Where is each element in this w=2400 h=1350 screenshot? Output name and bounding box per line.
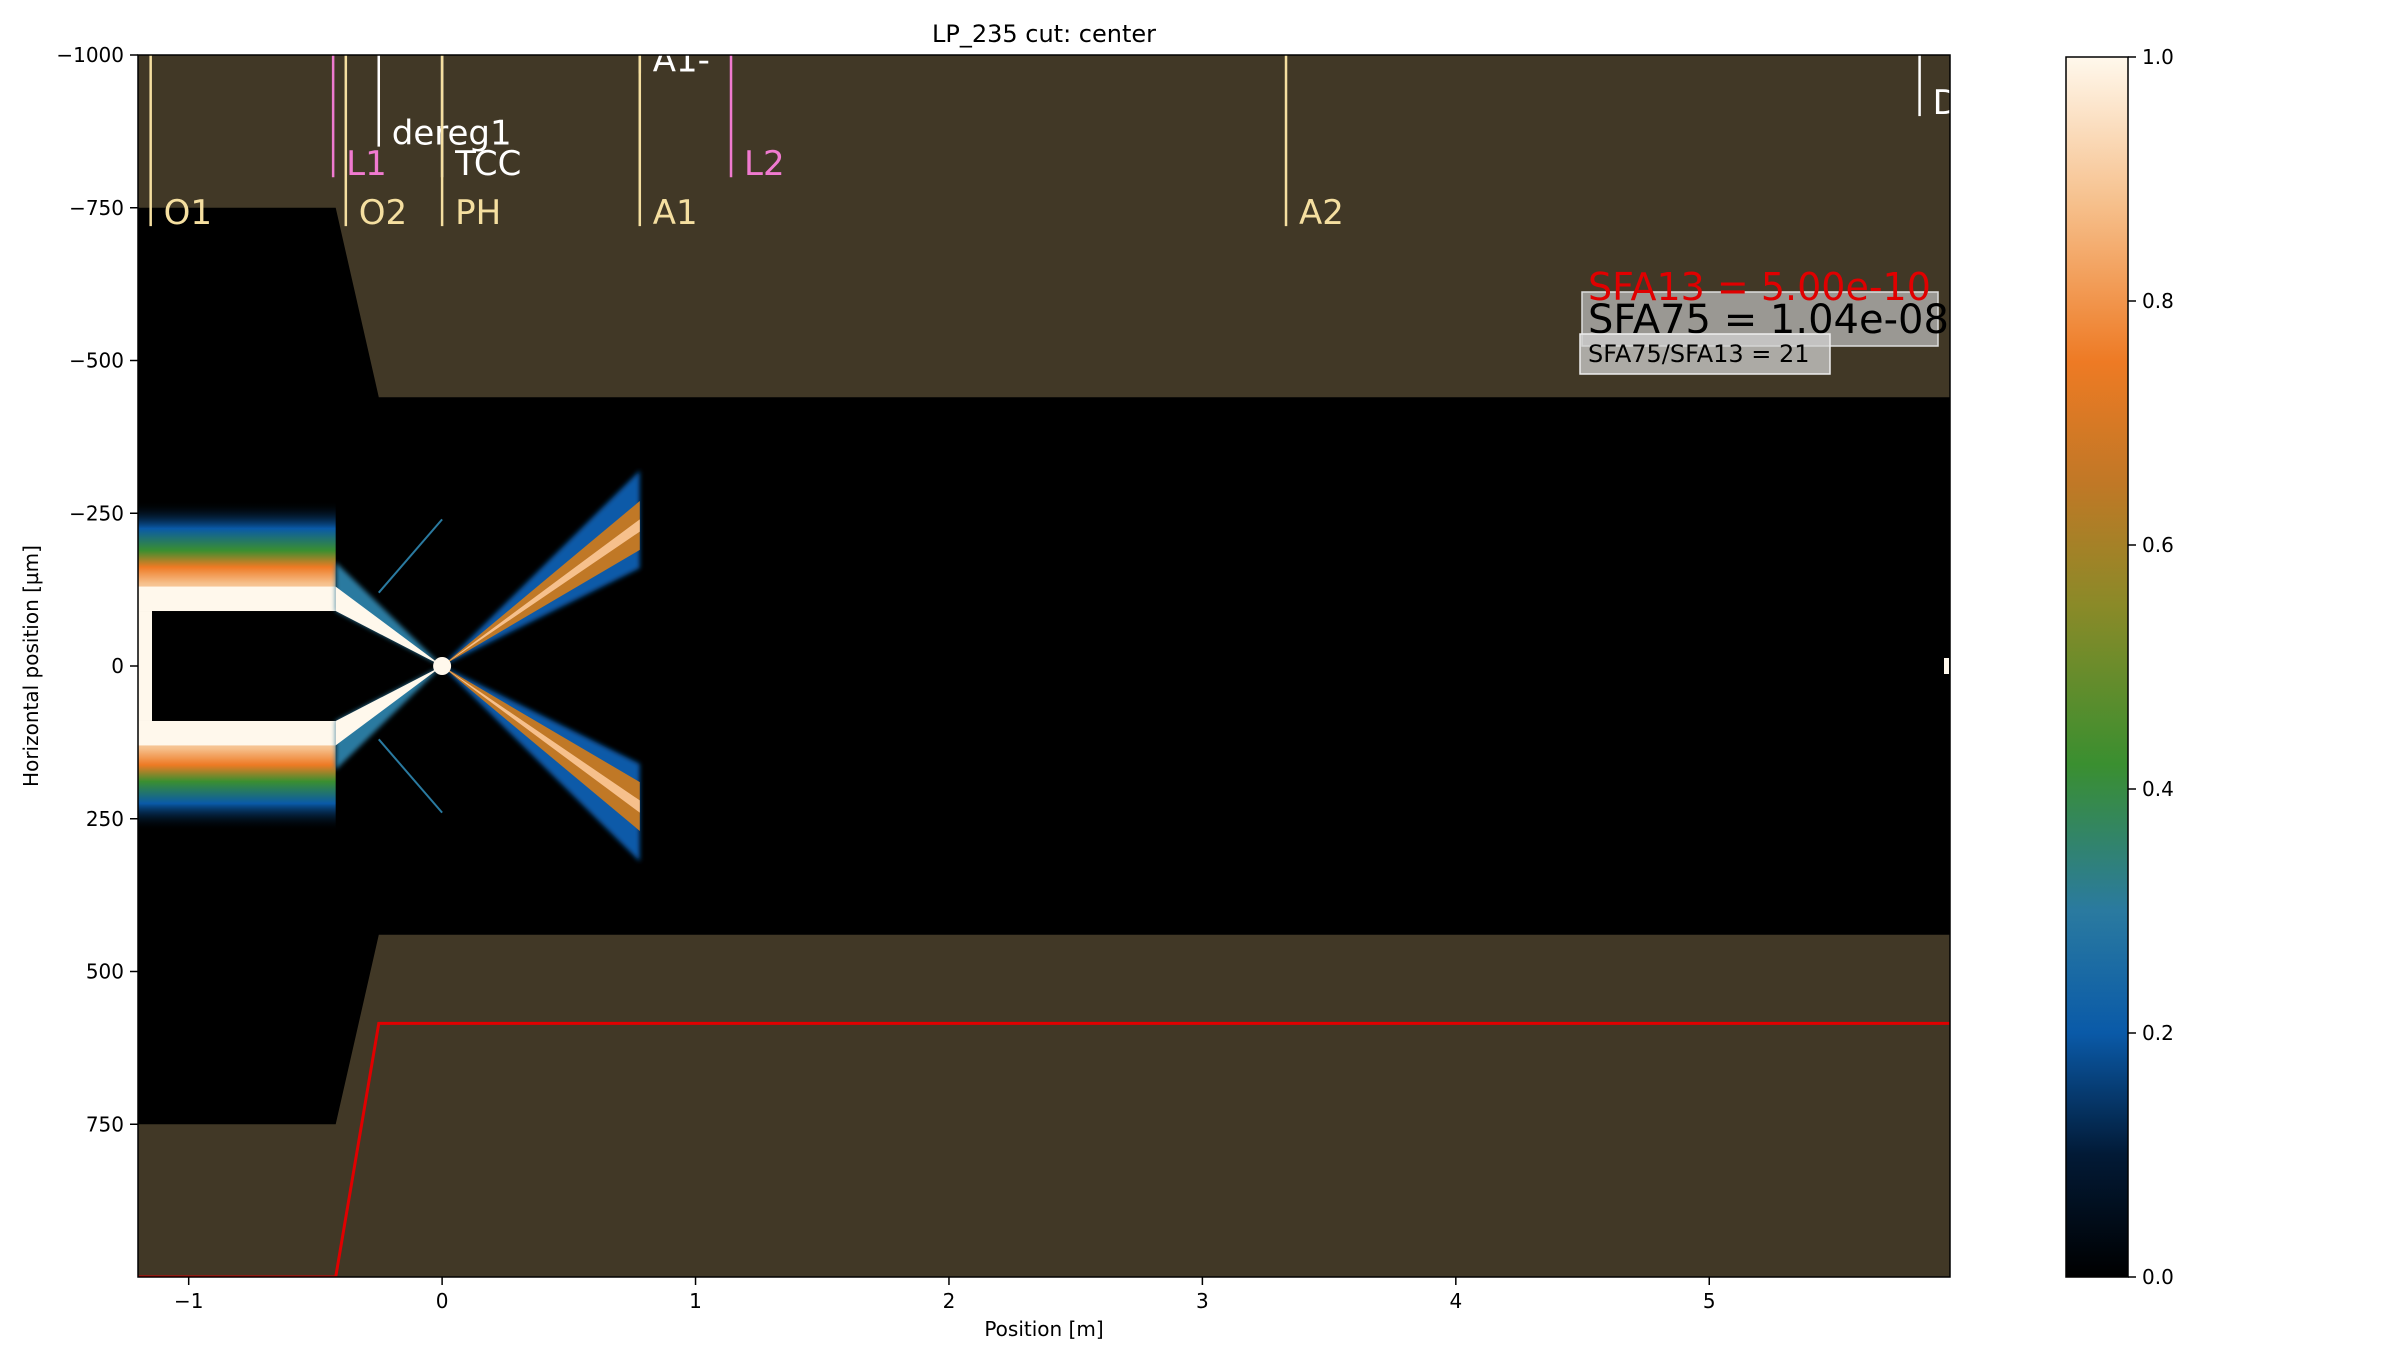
colorbar: 0.0 0.2 0.4 0.6 0.8 1.0: [2065, 45, 2174, 1289]
colorbar-gradient: [2065, 56, 2129, 1278]
colorbar-tick-label: 0.6: [2142, 533, 2174, 557]
element-label-l2: L2: [744, 144, 785, 184]
diverging-lower-bright: [442, 666, 640, 813]
element-label-o1: O1: [164, 193, 212, 233]
converging-lower-halo: [335, 666, 443, 770]
x-tick-label: 5: [1703, 1289, 1716, 1313]
x-tick-label: 2: [943, 1289, 956, 1313]
element-label-a1-: A1-: [653, 40, 710, 80]
y-tick-label: 750: [86, 1112, 124, 1136]
faint-ray-upper: [377, 518, 443, 594]
x-tick-label: 3: [1196, 1289, 1209, 1313]
beam-input-upper-core: [138, 586, 336, 612]
y-tick-label: −500: [69, 349, 124, 373]
y-tick-label: −250: [69, 501, 124, 525]
element-label-ph: PH: [455, 193, 501, 233]
beam-left-edge: [138, 611, 152, 721]
x-tick-label: 0: [436, 1289, 449, 1313]
colorbar-tick-label: 0.4: [2142, 777, 2174, 801]
colorbar-tick-label: 0.0: [2142, 1265, 2174, 1289]
x-tick-label: −1: [174, 1289, 203, 1313]
element-label-o2: O2: [359, 193, 407, 233]
envelope-path: [138, 1021, 1950, 1277]
colorbar-ticks: 0.0 0.2 0.4 0.6 0.8 1.0: [2128, 45, 2174, 1289]
detector-spot: [1944, 658, 1949, 674]
y-tick-label: −750: [69, 196, 124, 220]
aperture-void: [138, 207, 1950, 1125]
converging-lower-core: [335, 666, 443, 746]
y-axis-label: Horizontal position [µm]: [19, 545, 43, 787]
ratio-box: [1579, 333, 1831, 375]
element-label-l1: L1: [346, 144, 387, 184]
element-label-tcc: TCC: [454, 144, 521, 184]
x-axis: −1 0 1 2 3 4 5: [174, 1277, 1716, 1313]
beam-intensity: [138, 470, 1949, 862]
ratio-text: SFA75/SFA13 = 21: [1588, 340, 1810, 368]
element-label-a2: A2: [1299, 193, 1344, 233]
x-axis-label: Position [m]: [984, 1317, 1103, 1341]
aperture-region: [138, 207, 1950, 1125]
diverging-lower-halo: [442, 666, 640, 862]
envelope-line: [138, 1021, 1950, 1277]
diverging-lower-core: [442, 666, 640, 831]
x-tick-label: 1: [689, 1289, 702, 1313]
y-tick-label: −1000: [56, 43, 124, 67]
chart-title: LP_235 cut: center: [932, 20, 1156, 48]
element-label-de: De: [1933, 83, 1980, 123]
y-axis: −1000 −750 −500 −250 0 250 500 750: [56, 43, 138, 1136]
sfa13-text: SFA13 = 5.00e-10: [1588, 265, 1931, 309]
element-label-dereg1: dereg1: [392, 114, 512, 154]
y-tick-label: 500: [86, 960, 124, 984]
element-label-a1: A1: [653, 193, 698, 233]
diverging-upper-core: [442, 501, 640, 666]
converging-upper-halo: [335, 562, 443, 666]
colorbar-tick-label: 1.0: [2142, 45, 2174, 69]
faint-ray-lower: [377, 738, 443, 814]
diverging-upper-bright: [442, 519, 640, 666]
colorbar-tick-label: 0.8: [2142, 289, 2174, 313]
x-tick-label: 4: [1449, 1289, 1462, 1313]
beam-input-lower-core: [138, 720, 336, 746]
diverging-upper-halo: [442, 470, 640, 666]
colorbar-tick-label: 0.2: [2142, 1021, 2174, 1045]
converging-upper-core: [335, 586, 443, 666]
y-tick-label: 0: [111, 654, 124, 678]
y-tick-label: 250: [86, 807, 124, 831]
focus-point: [433, 657, 452, 675]
